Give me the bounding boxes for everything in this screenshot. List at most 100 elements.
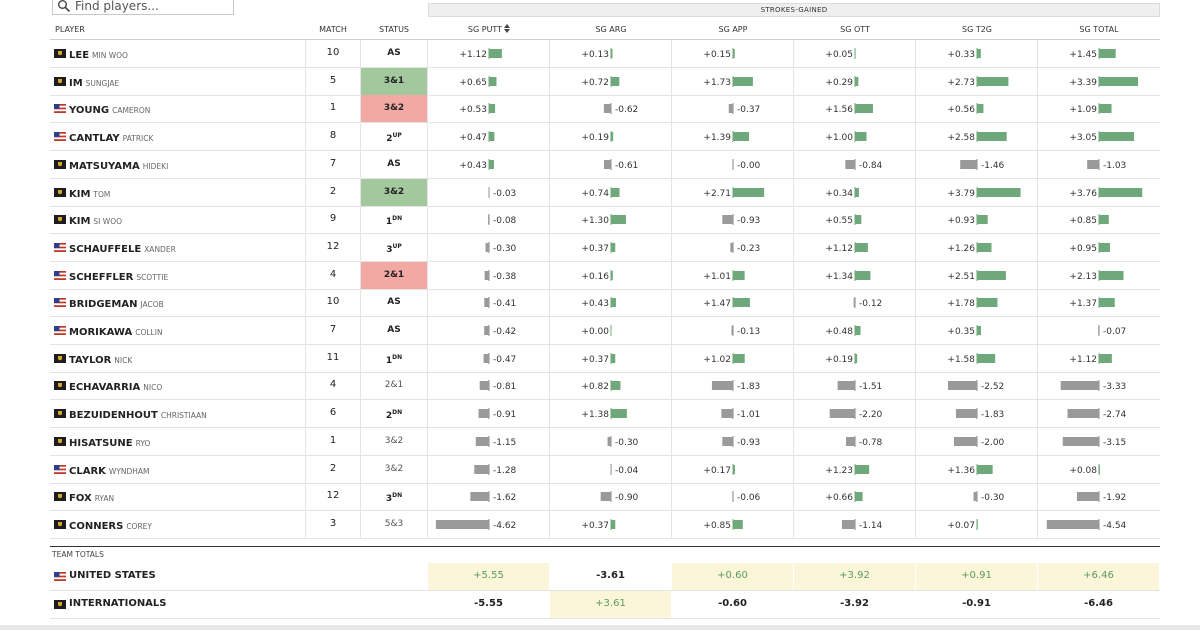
table-row[interactable]: CONNERS COREY 3 5&3 -4.62 +0.37 +0.85 -1.14 +0.0…: [50, 510, 1160, 539]
column-divider: [671, 95, 672, 123]
match-number: 3: [329, 517, 337, 529]
table-row[interactable]: CLARK WYNDHAM 2 3&2 -1.28 -0.04 +0.17 +1.23 +1.3…: [50, 455, 1160, 484]
sg-value: -1.46: [981, 161, 1005, 171]
column-divider: [427, 455, 428, 483]
match-status-text: 5&3: [384, 518, 404, 529]
player-name[interactable]: BRIDGEMAN JACOB: [69, 289, 164, 316]
sg-value: +1.78: [947, 299, 975, 309]
player-name[interactable]: CLARK WYNDHAM: [69, 456, 150, 483]
col-header-match[interactable]: MATCH: [319, 25, 347, 34]
sg-value: +1.12: [459, 50, 487, 60]
player-name[interactable]: SCHEFFLER SCOTTIE: [69, 262, 168, 289]
sg-value: -0.93: [737, 216, 760, 226]
col-header-status[interactable]: STATUS: [378, 25, 409, 34]
sg-bar: [1099, 298, 1115, 308]
search-input[interactable]: [75, 0, 230, 14]
column-divider: [427, 178, 428, 206]
sg-bar: [855, 76, 859, 86]
player-name[interactable]: MATSUYAMA HIDEKI: [69, 151, 168, 178]
col-header-sg-app[interactable]: SG APP: [672, 24, 794, 36]
sg-value: -2.00: [981, 438, 1005, 448]
column-divider: [1037, 427, 1038, 455]
table-row[interactable]: YOUNG CAMERON 1 3&2 +0.53 -0.62 -0.37 +1.56 +0.5…: [50, 95, 1160, 124]
table-row[interactable]: BRIDGEMAN JACOB 10 AS -0.41 +0.43 +1.47 -0.12 +1…: [50, 289, 1160, 318]
col-header-sg-arg[interactable]: SG ARG: [550, 24, 672, 36]
column-divider: [549, 317, 550, 344]
match-number: 5: [329, 74, 337, 86]
horizontal-scrollbar[interactable]: [0, 625, 1200, 630]
player-name[interactable]: MORIKAWA COLLIN: [69, 317, 163, 344]
sg-bar: [977, 353, 996, 363]
sg-bar-chart: +0.33: [947, 48, 981, 60]
table-row[interactable]: MORIKAWA COLLIN 7 AS -0.42 +0.00 -0.13 +0.48 +0.…: [50, 317, 1160, 345]
column-divider: [915, 95, 916, 123]
column-divider: [1037, 400, 1038, 428]
table-row[interactable]: IM SUNGJAE 5 3&1 +0.65 +0.72 +1.73 +0.29 +2.73 +3…: [50, 67, 1160, 96]
table-row[interactable]: TAYLOR NICK 11 1DN -0.47 +0.37 +1.02 +0.19 +1.58…: [50, 344, 1160, 373]
sg-cell: -1.03: [1038, 151, 1160, 178]
player-first-name: COLLIN: [135, 328, 163, 337]
team-total-value: +0.91: [916, 563, 1037, 590]
match-status: AS: [361, 289, 427, 316]
sg-bar: [489, 104, 496, 114]
sg-bar-chart: +0.37: [581, 352, 616, 365]
column-divider: [793, 317, 794, 344]
column-divider: [427, 67, 428, 95]
col-header-player[interactable]: PLAYER: [55, 25, 85, 34]
match-status: 3&2: [361, 428, 427, 455]
sg-bar: [1099, 187, 1143, 197]
sg-value: -1.15: [493, 438, 516, 448]
player-name[interactable]: CONNERS COREY: [69, 511, 152, 538]
sg-bar-chart: -2.00: [954, 435, 1005, 448]
match-number: 9: [329, 213, 337, 225]
player-name[interactable]: LEE MIN WOO: [69, 40, 128, 67]
sg-cell: +0.55: [794, 206, 916, 233]
match-status: 3&2: [361, 456, 427, 483]
sg-cell: +1.02: [672, 345, 794, 372]
player-name[interactable]: TAYLOR NICK: [69, 345, 132, 372]
player-name[interactable]: BEZUIDENHOUT CHRISTIAAN: [69, 400, 207, 427]
col-header-sg-total[interactable]: SG TOTAL: [1038, 24, 1160, 36]
match-status-text: 2: [385, 411, 393, 422]
column-divider: [915, 455, 916, 483]
column-divider: [305, 123, 306, 151]
sg-bar: [977, 326, 982, 335]
table-row[interactable]: MATSUYAMA HIDEKI 7 AS +0.43 -0.61 -0.00 -0.84 -1…: [50, 150, 1160, 179]
player-name[interactable]: YOUNG CAMERON: [69, 95, 150, 122]
player-name[interactable]: CANTLAY PATRICK: [69, 123, 153, 150]
table-row[interactable]: HISATSUNE RYO 1 3&2 -1.15 -0.30 -0.93 -0.78 -2.0…: [50, 427, 1160, 456]
column-divider: [793, 372, 794, 400]
player-name[interactable]: HISATSUNE RYO: [69, 428, 150, 455]
column-divider: [305, 233, 306, 261]
column-divider: [360, 427, 361, 455]
sg-cell: +0.66: [794, 483, 916, 510]
player-name[interactable]: IM SUNGJAE: [69, 68, 119, 95]
col-header-sg-putt[interactable]: SG PUTT: [428, 24, 550, 36]
table-row[interactable]: SCHEFFLER SCOTTIE 4 2&1 -0.38 +0.16 +1.01 +1.34…: [50, 261, 1160, 290]
sg-value: +0.53: [459, 105, 487, 115]
sg-cell: -0.12: [794, 289, 916, 316]
sort-arrows-icon[interactable]: [504, 24, 511, 33]
table-row[interactable]: SCHAUFFELE XANDER 12 3UP -0.30 +0.37 -0.23 +1.1…: [50, 233, 1160, 262]
table-row[interactable]: ECHAVARRIA NICO 4 2&1 -0.81 +0.82 -1.83 -1.51 -2…: [50, 372, 1160, 401]
table-row[interactable]: KIM SI WOO 9 1DN -0.08 +1.30 -0.93 +0.55 +0.93 +0…: [50, 206, 1160, 235]
table-row[interactable]: LEE MIN WOO 10 AS +1.12 +0.13 +0.15 +0.05 +0.33 +…: [50, 40, 1160, 68]
sg-cell: +1.23: [794, 456, 916, 483]
sg-cell: +0.37: [550, 511, 672, 538]
table-row[interactable]: BEZUIDENHOUT CHRISTIAAN 6 2DN -0.91 +1.38 -1.0…: [50, 400, 1160, 429]
col-header-sg-t2g[interactable]: SG T2G: [916, 24, 1038, 36]
column-divider: [549, 455, 550, 483]
table-row[interactable]: FOX RYAN 12 3DN -1.62 -0.90 -0.06 +0.66 -0.30 -1.…: [50, 483, 1160, 512]
sg-bar-chart: +1.39: [703, 131, 749, 143]
player-name[interactable]: FOX RYAN: [69, 483, 114, 510]
col-header-sg-ott[interactable]: SG OTT: [794, 24, 916, 36]
player-search[interactable]: [52, 0, 234, 15]
player-name[interactable]: KIM SI WOO: [69, 206, 122, 233]
player-name[interactable]: SCHAUFFELE XANDER: [69, 234, 176, 261]
table-row[interactable]: KIM TOM 2 3&2 -0.03 +0.74 +2.71 +0.34 +3.79 +3.76: [50, 178, 1160, 207]
player-name[interactable]: KIM TOM: [69, 179, 110, 206]
player-last-name: LEE: [69, 50, 90, 61]
table-row[interactable]: CANTLAY PATRICK 8 2UP +0.47 +0.19 +1.39 +1.00 +2…: [50, 123, 1160, 152]
player-name[interactable]: ECHAVARRIA NICO: [69, 372, 162, 399]
column-divider: [671, 206, 672, 234]
